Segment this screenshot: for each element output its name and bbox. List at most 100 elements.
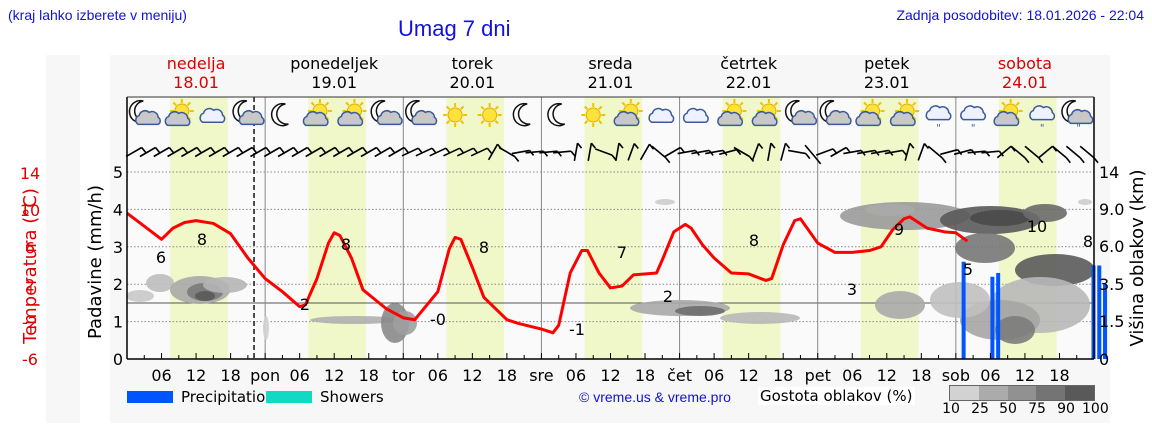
wind-barb-icon — [456, 147, 474, 157]
location-hint: (kraj lahko izberete v meniju) — [8, 7, 187, 23]
wind-barb-icon — [360, 146, 377, 158]
wind-barb-icon — [884, 149, 903, 155]
cloud-height-tick-label: 14 — [1099, 163, 1119, 182]
cloud-density-blob — [865, 204, 915, 216]
wind-barb-icon — [319, 146, 336, 158]
wind-barb-icon — [180, 146, 198, 158]
temperature-value-label: 8 — [1083, 232, 1093, 251]
sun-icon — [581, 103, 606, 127]
x-tick-label: pet — [805, 366, 831, 385]
cloud-density-blob — [195, 291, 215, 301]
temp-axis-label: Temperatura (°C) — [20, 188, 41, 345]
x-tick-label: 18 — [220, 366, 240, 385]
wind-barb-icon — [125, 146, 143, 158]
wind-barb-icon — [346, 146, 364, 158]
legend-showers: Showers — [266, 388, 384, 406]
sun-icon — [443, 103, 468, 127]
temperature-line — [126, 211, 969, 335]
wind-barb-icon — [843, 149, 862, 155]
wind-barb-icon — [981, 150, 1000, 154]
x-tick-label: 12 — [1015, 366, 1035, 385]
precip-tick-label: 5 — [113, 163, 123, 182]
cloud-density-blob — [263, 316, 269, 340]
x-tick-label: 12 — [738, 366, 758, 385]
x-tick-label: čet — [667, 366, 692, 385]
day-label: nedelja 18.01 — [136, 54, 256, 92]
temperature-value-label: -0 — [430, 310, 446, 329]
wind-barb-icon — [443, 147, 461, 157]
wind-barb-icon — [139, 146, 156, 158]
wind-barb-icon — [236, 146, 253, 158]
wind-barb-icon — [388, 146, 405, 158]
day-name: sreda — [588, 54, 633, 73]
svg-text:": " — [1040, 123, 1045, 134]
sun-cloud-icon — [993, 99, 1023, 127]
wind-barb-icon — [627, 143, 636, 161]
wind-barb-icon — [967, 150, 986, 154]
temperature-value-label: 3 — [847, 280, 857, 299]
wind-barb-icon — [664, 146, 681, 158]
precipitation-bar — [990, 276, 995, 359]
moon-icon — [512, 102, 531, 127]
sun-cloud-icon — [613, 99, 643, 127]
cloud-density-blob — [655, 199, 675, 205]
day-label: torek 20.01 — [412, 54, 532, 92]
wind-barb-icon — [573, 142, 579, 162]
temperature-value-label: 9 — [894, 220, 904, 239]
temp-tick-label: -6 — [22, 350, 38, 369]
wind-barb-icon — [719, 148, 737, 156]
moon-cloud-icon — [405, 99, 438, 126]
wind-barb-icon — [639, 143, 651, 161]
temperature-value-label: 8 — [341, 235, 351, 254]
wind-barb-icon — [996, 145, 1012, 159]
rain-cloud-icon: " — [1029, 105, 1056, 134]
x-tick-label: 06 — [980, 366, 1000, 385]
wind-barb-icon — [401, 147, 419, 157]
temperature-value-label: 8 — [197, 230, 207, 249]
wind-barb-icon — [615, 142, 620, 162]
wind-barb-icon — [429, 147, 447, 157]
day-date: 19.01 — [311, 73, 358, 92]
credit-link[interactable]: © vreme.us & vreme.pro — [579, 389, 731, 405]
precip-tick-label: 2 — [113, 275, 123, 294]
x-tick-label: 06 — [842, 366, 862, 385]
temperature-value-label: 8 — [479, 238, 489, 257]
cloud-density-label: Gostota oblakov (%) — [758, 387, 915, 405]
wind-barb-icon — [277, 146, 295, 158]
temperature-value-label: -1 — [569, 320, 585, 339]
cloud-density-tick: 90 — [1057, 401, 1075, 417]
sun-cloud-icon — [889, 99, 920, 127]
moon-rain-cloud-icon: " — [1061, 99, 1094, 134]
wind-barb-icon — [539, 150, 558, 154]
cloud-height-tick-label: 9.0 — [1099, 200, 1124, 219]
wind-barb-icon — [1010, 145, 1026, 159]
wind-barb-icon — [1079, 145, 1095, 159]
precipitation-bar — [1103, 284, 1108, 359]
daylight-band — [308, 97, 366, 359]
wind-barb-icon — [733, 146, 750, 158]
wind-barb-icon — [751, 143, 760, 161]
wind-barb-icon — [415, 147, 433, 157]
moon-cloud-icon — [784, 99, 818, 126]
temp-tick-label: 10 — [20, 201, 40, 220]
wind-barb-icon — [804, 144, 818, 160]
wind-barb-icon — [263, 146, 281, 158]
wind-barb-icon — [498, 146, 516, 158]
cloud-density-blob — [146, 274, 174, 292]
temp-axis-panel — [46, 55, 80, 423]
x-tick-label: 06 — [428, 366, 448, 385]
temp-tick-label: 2 — [25, 276, 35, 295]
x-tick-label: 12 — [186, 366, 206, 385]
precip-tick-label: 0 — [113, 350, 123, 369]
cloud-icon — [682, 107, 709, 123]
cloud-height-tick-label: 6.0 — [1099, 237, 1124, 256]
wind-barb-icon — [511, 149, 530, 155]
x-tick-label: tor — [392, 366, 415, 385]
wind-barb-icon — [917, 143, 926, 161]
wind-barb-icon — [305, 146, 322, 158]
wind-barb-icon — [780, 143, 787, 161]
x-tick-label: 18 — [359, 366, 379, 385]
moon-cloud-icon — [370, 99, 403, 126]
cloud-density-blob — [955, 233, 1015, 263]
day-date: 18.01 — [173, 73, 219, 92]
